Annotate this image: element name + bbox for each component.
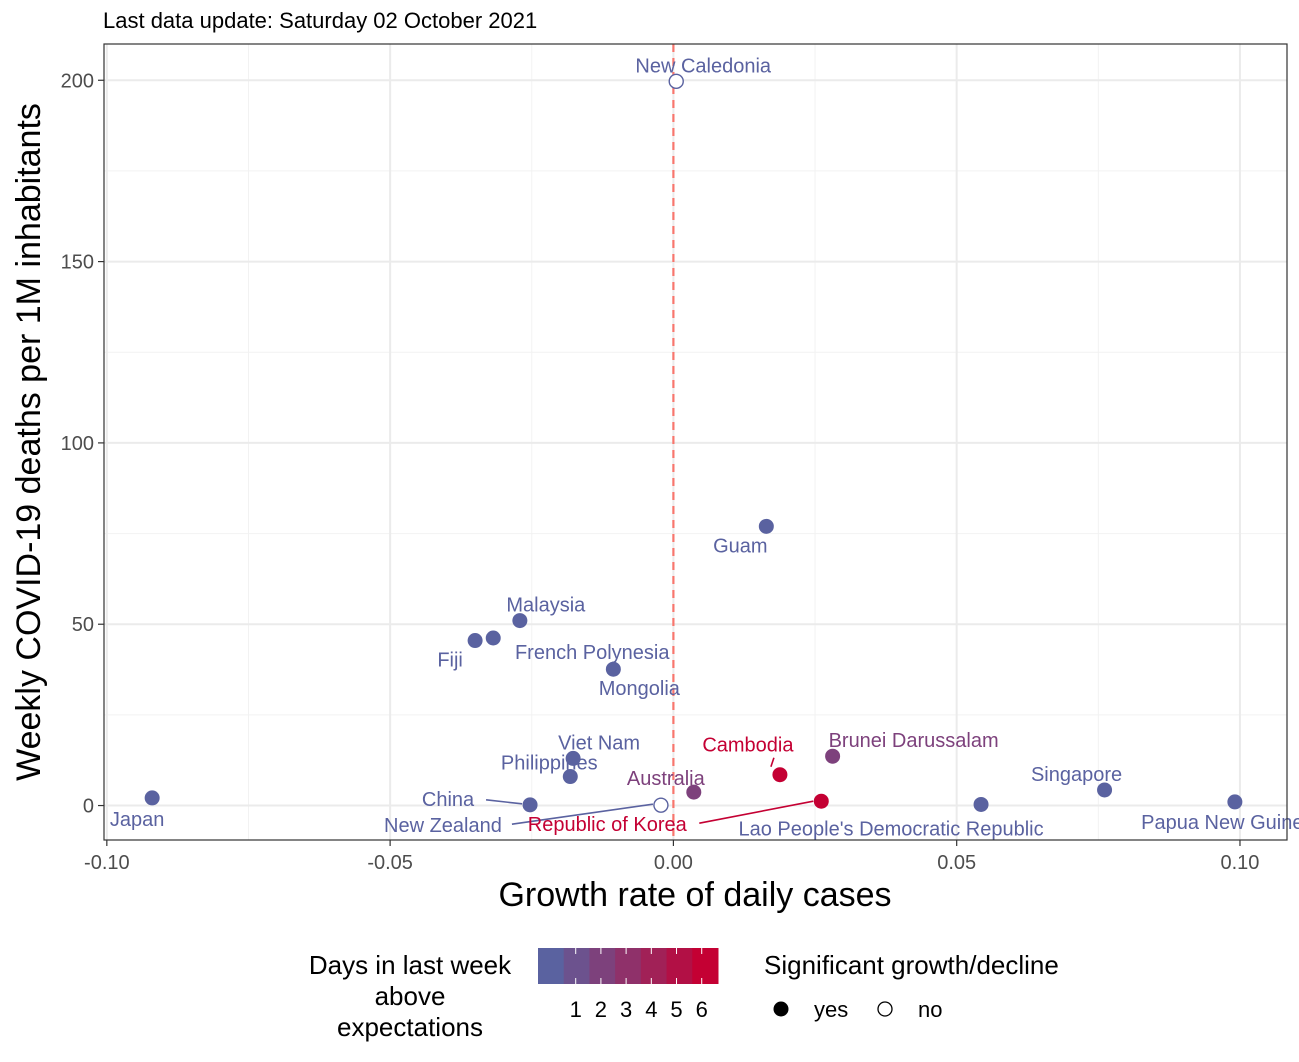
- y-tick-label: 0: [83, 796, 94, 818]
- point-mongolia: [605, 661, 621, 677]
- point-australia: [686, 784, 702, 800]
- colorbar-segment: [563, 948, 590, 984]
- label-papua-new-guinea: Papua New Guinea: [1141, 812, 1299, 834]
- panel-border: [103, 43, 1288, 841]
- x-axis-title: Growth rate of daily cases: [498, 876, 891, 914]
- x-axis-ticks: -0.10 -0.05 0.00 0.05 0.10: [84, 840, 1259, 874]
- legend-color-title-line-1: Days in last week: [309, 950, 512, 980]
- colorbar-tick-label: 3: [620, 997, 632, 1022]
- label-fiji: Fiji: [437, 650, 463, 672]
- colorbar-segment: [692, 948, 719, 984]
- x-tick-label: -0.10: [84, 852, 130, 874]
- connector-new-zealand: [511, 803, 654, 825]
- point-philippines: [562, 769, 578, 785]
- label-brunei-darussalam: Brunei Darussalam: [829, 730, 999, 752]
- connector-china: [485, 799, 523, 805]
- point-papua-new-guinea: [1227, 794, 1243, 810]
- legend-color-title-line-3: expectations: [337, 1012, 483, 1042]
- colorbar-tick-label: 1: [570, 997, 582, 1022]
- chart-subtitle: Last data update: Saturday 02 October 20…: [103, 8, 537, 33]
- point-republic-of-korea: [813, 793, 829, 809]
- y-tick-label: 50: [72, 614, 94, 636]
- label-japan: Japan: [110, 809, 165, 831]
- x-tick-label: 0.10: [1221, 852, 1260, 874]
- label-lao-people-s-democratic-republic: Lao People's Democratic Republic: [739, 818, 1044, 840]
- point-japan: [144, 790, 160, 806]
- point-malaysia: [512, 613, 528, 629]
- legend-color-title-line-2: above: [375, 981, 446, 1011]
- label-cambodia: Cambodia: [702, 735, 794, 757]
- point-french-polynesia: [485, 630, 501, 646]
- label-new-zealand: New Zealand: [384, 815, 502, 837]
- point-singapore: [1097, 782, 1113, 798]
- x-tick-label: 0.00: [654, 852, 693, 874]
- point-cambodia: [772, 767, 788, 783]
- point-new-caledonia: [668, 73, 684, 90]
- x-tick-label: -0.05: [367, 852, 413, 874]
- label-guam: Guam: [713, 535, 767, 557]
- point-china: [522, 797, 538, 813]
- connector-cambodia: [770, 757, 775, 767]
- label-philippines: Philippines: [501, 753, 598, 775]
- legend-shape-yes-label: yes: [814, 997, 848, 1022]
- data-points: [144, 73, 1243, 813]
- legend-shape-title: Significant growth/decline: [764, 950, 1059, 980]
- colorbar-segment: [615, 948, 642, 984]
- y-axis-title: Weekly COVID-19 deaths per 1M inhabitant…: [10, 103, 48, 781]
- connector-republic-of-korea: [699, 800, 814, 824]
- y-tick-label: 150: [61, 252, 94, 274]
- legend-shape-no-symbol: [877, 1001, 893, 1017]
- colorbar-tick-label: 2: [595, 997, 607, 1022]
- label-australia: Australia: [627, 768, 706, 790]
- colorbar-tick-label: 4: [645, 997, 657, 1022]
- legend-shape-yes-symbol: [773, 1001, 789, 1017]
- label-malaysia: Malaysia: [506, 595, 586, 617]
- legend-shape: Significant growth/decline yes no: [764, 950, 1059, 1022]
- label-viet-nam: Viet Nam: [558, 732, 640, 754]
- point-brunei-darussalam: [825, 748, 841, 764]
- point-viet-nam: [565, 750, 581, 766]
- colorbar-segment: [538, 948, 565, 984]
- colorbar-tick-label: 6: [696, 997, 708, 1022]
- x-tick-label: 0.05: [937, 852, 976, 874]
- point-lao-people-s-democratic-republic: [973, 796, 989, 812]
- y-tick-label: 100: [61, 433, 94, 455]
- y-axis-ticks: 0 50 100 150 200: [61, 70, 104, 818]
- label-french-polynesia: French Polynesia: [515, 642, 670, 664]
- colorbar-segment: [666, 948, 693, 984]
- label-singapore: Singapore: [1031, 764, 1122, 786]
- colorbar-tick-label: 5: [670, 997, 682, 1022]
- point-guam: [758, 518, 774, 534]
- label-china: China: [422, 789, 475, 811]
- point-new-zealand: [653, 797, 669, 813]
- label-new-caledonia: New Caledonia: [635, 55, 772, 77]
- point-fiji: [467, 633, 483, 649]
- label-republic-of-korea: Republic of Korea: [528, 814, 688, 836]
- label-mongolia: Mongolia: [599, 678, 681, 700]
- colorbar-segment: [640, 948, 668, 984]
- colorbar-segment: [589, 948, 616, 984]
- legend-shape-no-label: no: [918, 997, 942, 1022]
- y-tick-label: 200: [61, 70, 94, 92]
